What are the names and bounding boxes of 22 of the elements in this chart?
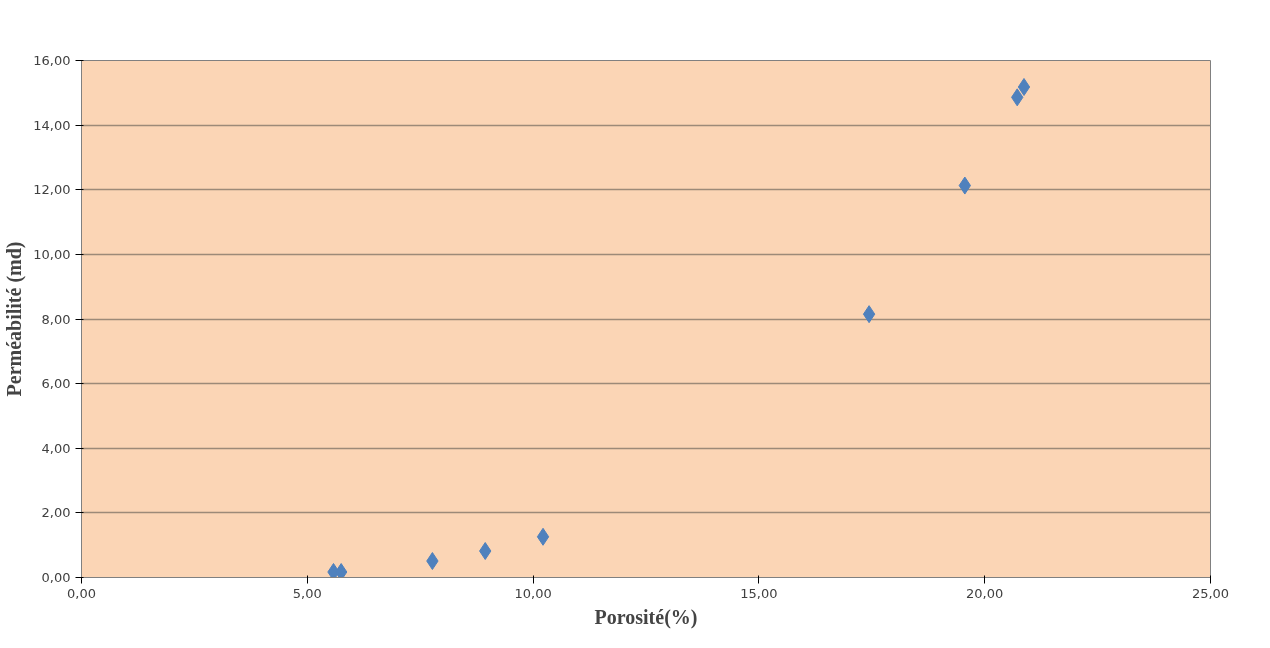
y-tick-label: 10,00: [33, 246, 71, 262]
x-tick-label: 0,00: [67, 585, 96, 601]
y-tick-label: 8,00: [41, 311, 71, 327]
point: [479, 542, 492, 560]
y-tick-label: 6,00: [41, 376, 71, 392]
y-tick-label: 0,00: [41, 570, 71, 585]
point: [536, 527, 550, 546]
x-tick-label: 5,00: [292, 585, 322, 601]
point: [862, 305, 876, 324]
x-axis-title: Porosité(%): [594, 605, 698, 629]
y-tick-label: 16,00: [33, 53, 71, 68]
y-tick-label: 4,00: [41, 440, 71, 456]
y-tick-label: 2,00: [41, 505, 71, 521]
y-tick-label: 14,00: [33, 117, 71, 133]
x-tick-label: 20,00: [966, 585, 1004, 601]
y-axis-title: Perméabilité (md): [3, 241, 27, 397]
x-tick-label: 15,00: [740, 585, 778, 601]
x-tick-label: 25,00: [1191, 585, 1230, 601]
point: [1017, 78, 1031, 96]
y-tick-label: 12,00: [33, 182, 71, 198]
x-tick-label: 10,00: [514, 585, 552, 601]
point: [335, 563, 348, 578]
